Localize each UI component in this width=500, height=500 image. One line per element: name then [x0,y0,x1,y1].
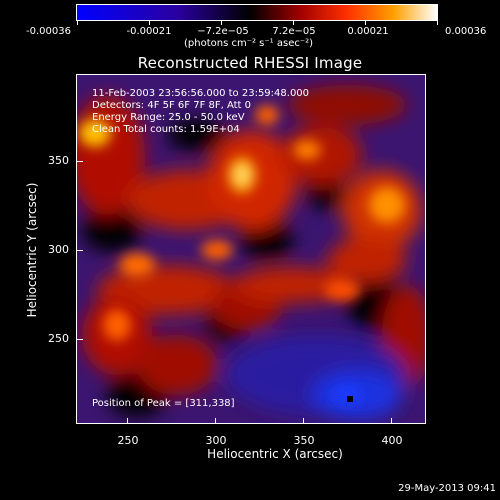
y-axis-tick-label: 250 [48,332,69,345]
observation-time: 11-Feb-2003 23:56:56.000 to 23:59:48.000 [92,88,310,99]
colorbar-gradient [77,5,437,20]
x-axis-tick-label: 300 [205,434,227,447]
peak-marker [347,396,353,402]
colorbar-tick [221,21,222,25]
y-axis-title: Heliocentric Y (arcsec) [25,182,39,318]
x-axis-tick [215,418,216,424]
colorbar-tick [293,21,294,25]
energy-range: Energy Range: 25.0 - 50.0 keV [92,112,245,123]
colorbar-tick [149,21,150,25]
colorbar-tick [437,21,438,25]
colorbar-tick [365,21,366,25]
colorbar-tick-label: 7.2e−05 [272,26,316,37]
colorbar-tick-label: -0.00021 [126,26,172,37]
peak-position-label: Position of Peak = [311,338] [92,398,235,409]
colorbar [76,4,438,21]
y-axis-tick-label: 300 [48,243,69,256]
x-axis-tick-label: 250 [117,434,139,447]
timestamp-footer: 29-May-2013 09:41 [398,483,496,494]
colorbar-tick-label: -0.00036 [26,26,71,37]
x-axis-tick [391,418,392,424]
clean-info: Clean Total counts: 1.59E+04 [92,124,240,135]
y-axis-tick [77,339,83,340]
plot-title: Reconstructed RHESSI Image [137,54,363,72]
colorbar-tick-label: −7.2e−05 [197,26,249,37]
y-axis-tick [77,161,83,162]
image-heatmap [77,75,425,423]
colorbar-tick-label: 0.00036 [445,26,487,37]
x-axis-title: Heliocentric X (arcsec) [207,447,343,461]
y-axis-tick [77,250,83,251]
rhessi-image [76,74,426,424]
colorbar-tick-label: 0.00021 [347,26,389,37]
colorbar-units: (photons cm⁻² s⁻¹ asec⁻²) [184,38,314,49]
x-axis-tick [303,418,304,424]
x-axis-tick-label: 400 [381,434,403,447]
detectors-info: Detectors: 4F 5F 6F 7F 8F, Att 0 [92,100,252,111]
y-axis-tick-label: 350 [48,154,69,167]
colorbar-tick [77,21,78,25]
x-axis-tick-label: 350 [293,434,315,447]
x-axis-tick [127,418,128,424]
